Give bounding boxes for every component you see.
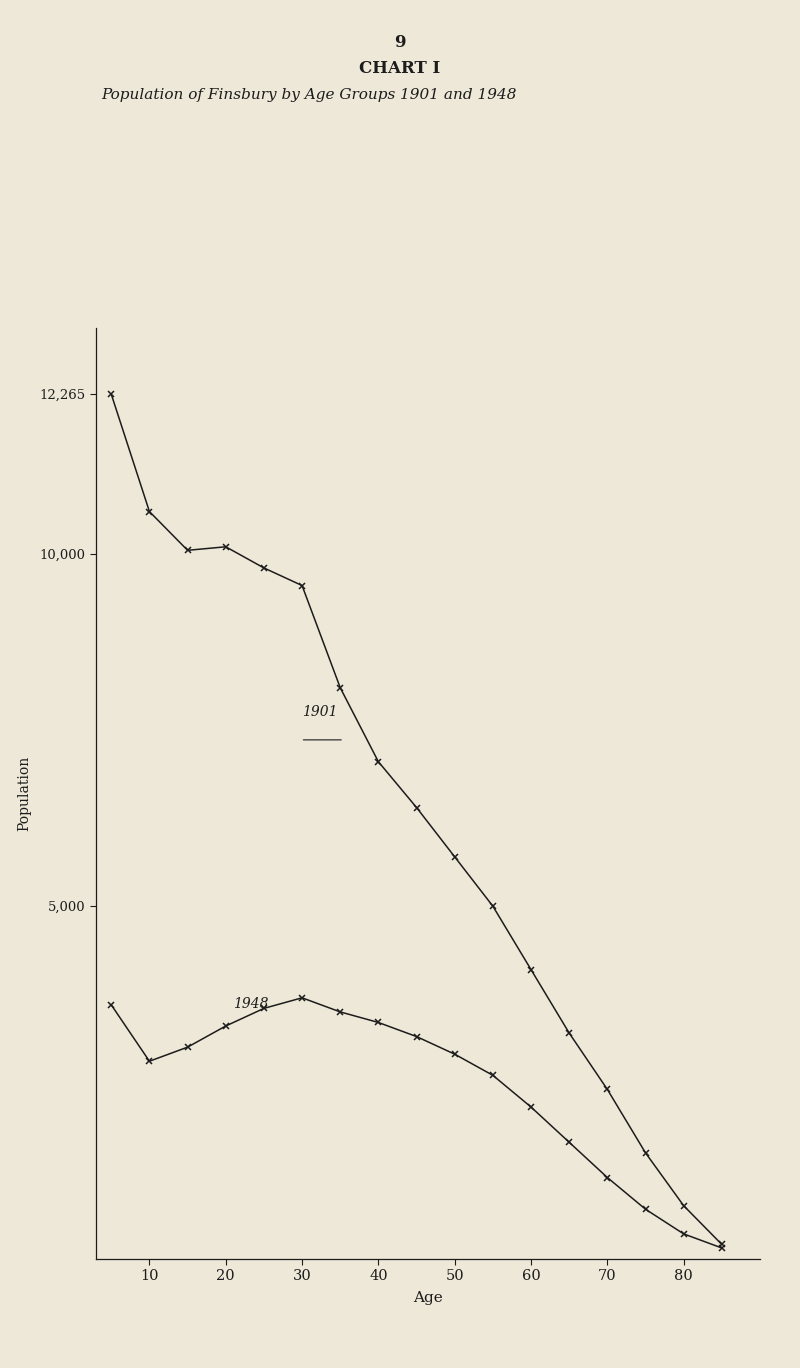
Text: 1901: 1901 bbox=[302, 705, 338, 720]
Text: 9: 9 bbox=[394, 34, 406, 51]
Text: CHART I: CHART I bbox=[359, 60, 441, 77]
X-axis label: Age: Age bbox=[413, 1291, 443, 1305]
Text: 1948: 1948 bbox=[234, 997, 269, 1011]
Y-axis label: Population: Population bbox=[17, 755, 31, 832]
Text: Population of Finsbury by Age Groups: Population of Finsbury by Age Groups bbox=[101, 88, 400, 101]
Text: 1901 and 1948: 1901 and 1948 bbox=[400, 88, 517, 101]
